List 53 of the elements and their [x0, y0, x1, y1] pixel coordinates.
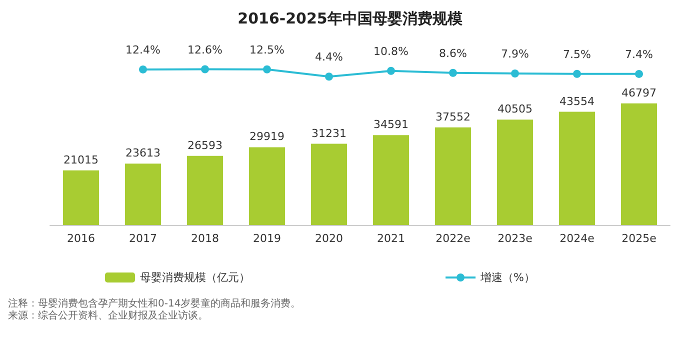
x-tick-label: 2017: [129, 232, 157, 245]
point: [201, 65, 209, 74]
data-label: 12.5%: [250, 43, 284, 56]
point: [635, 70, 643, 78]
bar: [187, 156, 223, 225]
point: [387, 66, 395, 75]
data-label: 12.6%: [188, 43, 222, 56]
x-tick-label: 2022e: [436, 232, 471, 245]
bar: [125, 164, 161, 225]
data-label: 46797: [622, 86, 656, 100]
bar: [249, 147, 285, 225]
source-note: 来源：综合公开资料、企业财报及企业访谈。: [8, 310, 208, 322]
x-tick-label: 2016: [67, 232, 95, 245]
data-label: 43554: [560, 94, 594, 108]
x-tick-label: 2020: [315, 232, 343, 245]
data-label: 10.8%: [374, 44, 408, 58]
bar: [373, 135, 409, 225]
data-label: 7.4%: [625, 48, 653, 61]
data-label: 29919: [250, 130, 284, 144]
point: [325, 72, 333, 81]
data-label: 37552: [436, 110, 470, 124]
text: 注释：母婴消费包含孕产期女性和0-14岁婴童的商品和服务消费。: [8, 298, 301, 310]
bar: [63, 170, 99, 225]
point: [139, 65, 147, 74]
data-label: 7.5%: [563, 48, 591, 61]
data-label: 7.9%: [501, 47, 529, 60]
bar: [559, 112, 595, 225]
data-label: 34591: [374, 118, 408, 132]
data-label: 21015: [64, 153, 98, 166]
x-tick-label: 2018: [191, 232, 219, 245]
bar: [497, 120, 533, 225]
bar: [435, 127, 471, 225]
legend-label: 母婴消费规模（亿元）: [140, 271, 250, 284]
data-label: 4.4%: [315, 50, 343, 64]
data-label: 23613: [126, 146, 160, 160]
chart-title: 2016-2025年中国母婴消费规模: [238, 10, 464, 28]
point: [511, 69, 519, 78]
point: [263, 65, 271, 74]
data-label: 26593: [188, 138, 222, 152]
point: [573, 70, 581, 78]
x-tick-label: 2025e: [622, 232, 657, 245]
data-label: 31231: [312, 126, 346, 140]
data-label: 40505: [498, 102, 532, 116]
x-tick-label: 2019: [253, 232, 281, 245]
legend-label: 增速（%）: [480, 271, 535, 284]
data-label: 8.6%: [439, 46, 467, 60]
x-tick-label: 2023e: [498, 232, 533, 245]
data-label: 12.4%: [126, 43, 160, 56]
x-tick-label: 2024e: [560, 232, 595, 245]
point: [449, 68, 457, 77]
bar: [621, 103, 657, 225]
bar: [311, 144, 347, 225]
x-tick-label: 2021: [377, 232, 405, 245]
